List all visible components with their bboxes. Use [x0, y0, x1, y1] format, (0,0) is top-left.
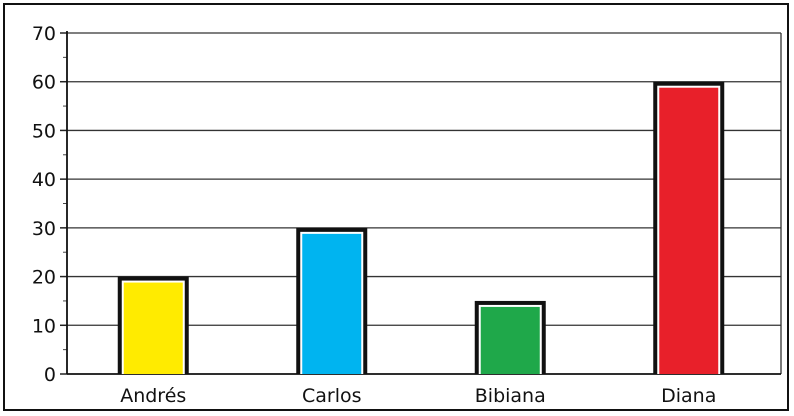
bar-fill — [480, 306, 540, 374]
bar-fill — [659, 87, 719, 374]
y-tick-label: 30 — [32, 218, 56, 240]
category-label: Diana — [661, 385, 716, 407]
y-tick-labels: 0 10 20 30 40 50 60 70 — [32, 23, 56, 386]
y-tick-label: 40 — [32, 169, 56, 191]
y-tick-label: 70 — [32, 23, 56, 45]
category-label: Andrés — [120, 385, 186, 407]
y-tick-label: 0 — [44, 364, 56, 386]
y-tick-label: 60 — [32, 72, 56, 94]
category-labels: Andrés Carlos Bibiana Diana — [120, 385, 716, 407]
category-label: Bibiana — [475, 385, 546, 407]
bar-fill — [123, 282, 183, 374]
category-label: Carlos — [302, 385, 362, 407]
bars — [117, 81, 725, 374]
bar-fill — [302, 233, 362, 374]
y-tick-label: 10 — [32, 315, 56, 337]
y-tick-label: 50 — [32, 120, 56, 142]
y-tick-label: 20 — [32, 267, 56, 289]
